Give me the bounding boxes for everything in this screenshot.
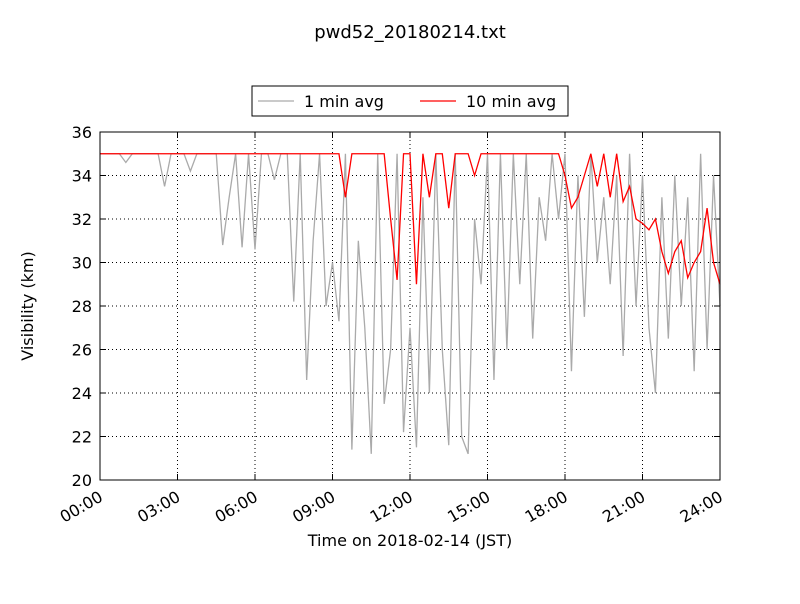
y-tick-label: 32 bbox=[72, 210, 92, 229]
y-tick-label: 24 bbox=[72, 384, 92, 403]
y-tick-label: 34 bbox=[72, 167, 92, 186]
x-tick-label: 03:00 bbox=[134, 487, 183, 527]
legend-box bbox=[251, 85, 569, 117]
legend-label: 10 min avg bbox=[466, 92, 556, 111]
x-tick-label: 24:00 bbox=[677, 487, 726, 527]
x-tick-label: 21:00 bbox=[599, 487, 648, 527]
x-tick-label: 15:00 bbox=[444, 487, 493, 527]
x-tick-label: 12:00 bbox=[367, 487, 416, 527]
series-line bbox=[100, 153, 721, 285]
y-tick-label: 26 bbox=[72, 341, 92, 360]
x-tick-label: 06:00 bbox=[212, 487, 261, 527]
chart-title: pwd52_20180214.txt bbox=[314, 22, 506, 43]
x-tick-label: 09:00 bbox=[289, 487, 338, 527]
y-tick-label: 28 bbox=[72, 297, 92, 316]
y-tick-label: 20 bbox=[72, 471, 92, 490]
y-tick-label: 22 bbox=[72, 428, 92, 447]
y-axis-label: Visibility (km) bbox=[18, 251, 37, 360]
x-tick-label: 00:00 bbox=[57, 487, 106, 527]
x-tick-label: 18:00 bbox=[522, 487, 571, 527]
y-tick-label: 30 bbox=[72, 254, 92, 273]
y-tick-label: 36 bbox=[72, 123, 92, 142]
x-axis-label: Time on 2018-02-14 (JST) bbox=[307, 531, 512, 550]
axes-frame bbox=[99, 131, 721, 481]
legend: 1 min avg 10 min avg bbox=[251, 85, 569, 117]
legend-label: 1 min avg bbox=[304, 92, 384, 111]
